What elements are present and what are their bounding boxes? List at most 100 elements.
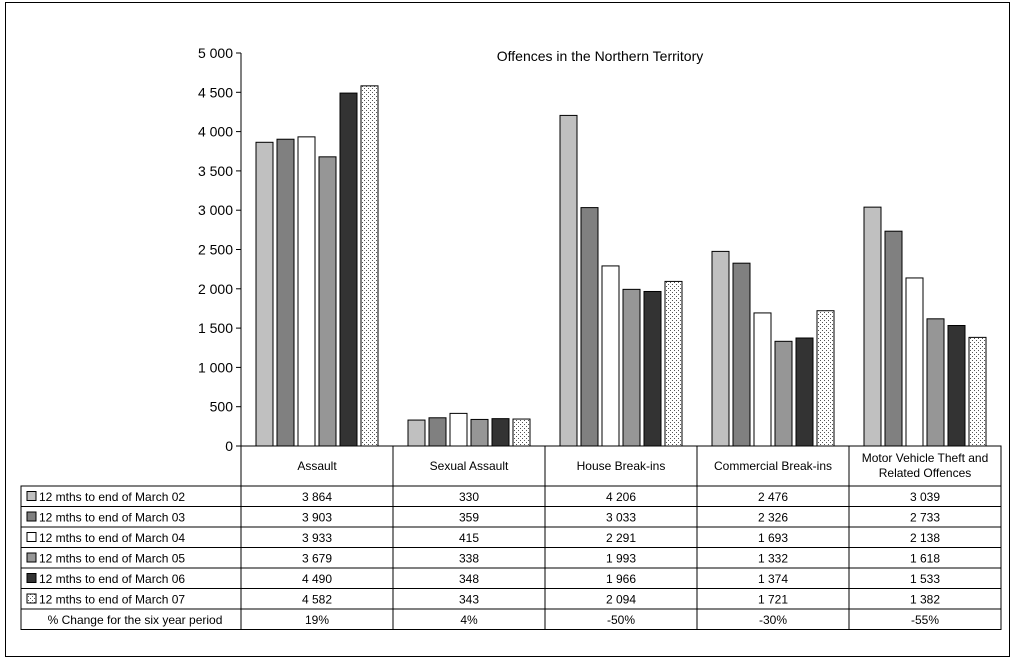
bar bbox=[774, 340, 793, 447]
data-label: 3 033 bbox=[606, 510, 636, 524]
bar bbox=[643, 290, 662, 447]
data-label: -50% bbox=[607, 613, 635, 627]
bar bbox=[732, 262, 751, 447]
data-label: 1 382 bbox=[910, 592, 940, 606]
bar bbox=[926, 318, 945, 447]
category-label: Assault bbox=[297, 459, 337, 473]
bar bbox=[470, 418, 489, 447]
data-label: 2 291 bbox=[606, 531, 636, 545]
y-tick-label: 1 000 bbox=[198, 359, 233, 375]
bar bbox=[795, 337, 814, 447]
bar bbox=[255, 141, 274, 447]
data-label: 359 bbox=[459, 510, 479, 524]
category-label: House Break-ins bbox=[577, 459, 666, 473]
legend-swatch bbox=[26, 593, 37, 604]
bar bbox=[664, 280, 683, 447]
legend-swatch bbox=[26, 552, 37, 563]
bar bbox=[580, 207, 599, 447]
legend-swatch bbox=[26, 573, 37, 583]
legend-label: 12 mths to end of March 07 bbox=[39, 592, 185, 606]
data-label: 2 094 bbox=[606, 592, 636, 606]
bar bbox=[339, 92, 358, 447]
category-label: Related Offences bbox=[879, 466, 972, 480]
bar bbox=[863, 206, 882, 447]
data-label: 3 679 bbox=[302, 551, 332, 565]
data-label: 415 bbox=[459, 531, 479, 545]
bar bbox=[559, 114, 578, 447]
data-table: Assault Sexual Assault House Break-ins Comm… bbox=[20, 445, 1002, 630]
data-label: 1 693 bbox=[758, 531, 788, 545]
data-label: 1 721 bbox=[758, 592, 788, 606]
data-label: 2 476 bbox=[758, 490, 788, 504]
y-tick-label: 4 500 bbox=[198, 84, 233, 100]
bar bbox=[512, 418, 531, 447]
data-label: 1 618 bbox=[910, 551, 940, 565]
bar bbox=[884, 230, 903, 447]
data-label: 4 206 bbox=[606, 490, 636, 504]
data-label: 1 966 bbox=[606, 572, 636, 586]
bar bbox=[622, 288, 641, 447]
data-label: 4 582 bbox=[302, 592, 332, 606]
bar bbox=[968, 336, 987, 447]
data-label: 1 374 bbox=[758, 572, 788, 586]
category-label: Motor Vehicle Theft and bbox=[862, 451, 989, 465]
y-tick-label: 4 000 bbox=[198, 124, 233, 140]
legend-label: 12 mths to end of March 05 bbox=[39, 551, 185, 565]
y-tick-label: 3 500 bbox=[198, 163, 233, 179]
data-label: 4% bbox=[460, 613, 478, 627]
bars bbox=[255, 85, 987, 447]
chart-title: Offences in the Northern Territory bbox=[497, 48, 703, 64]
bar bbox=[711, 250, 730, 447]
extra-row-label: % Change for the six year period bbox=[48, 613, 223, 627]
legend-swatch bbox=[26, 511, 37, 522]
data-label: 330 bbox=[459, 490, 479, 504]
category-label: Commercial Break-ins bbox=[714, 459, 832, 473]
bar bbox=[449, 412, 468, 447]
data-label: 1 533 bbox=[910, 572, 940, 586]
bar bbox=[276, 138, 295, 447]
data-label: 4 490 bbox=[302, 572, 332, 586]
bar bbox=[428, 417, 447, 447]
y-tick-label: 1 500 bbox=[198, 320, 233, 336]
legend-label: 12 mths to end of March 04 bbox=[39, 531, 185, 545]
y-axis: 0 500 1 000 1 500 2 000 2 500 3 000 3 500 4 000 4… bbox=[198, 45, 242, 454]
bar bbox=[601, 265, 620, 447]
data-label: -30% bbox=[759, 613, 787, 627]
data-label: 1 332 bbox=[758, 551, 788, 565]
legend-swatch bbox=[26, 491, 37, 501]
data-label: 3 933 bbox=[302, 531, 332, 545]
bar bbox=[297, 136, 316, 447]
bar bbox=[905, 277, 924, 447]
data-label: 2 733 bbox=[910, 510, 940, 524]
bar bbox=[407, 419, 426, 447]
data-label: 338 bbox=[459, 551, 479, 565]
data-label: 1 993 bbox=[606, 551, 636, 565]
y-tick-label: 2 000 bbox=[198, 281, 233, 297]
bar bbox=[360, 85, 379, 447]
legend-label: 12 mths to end of March 03 bbox=[39, 510, 185, 524]
bar bbox=[491, 418, 510, 447]
data-label: 3 039 bbox=[910, 490, 940, 504]
y-tick-label: 2 500 bbox=[198, 242, 233, 258]
y-tick-label: 500 bbox=[210, 399, 234, 415]
bar bbox=[947, 325, 966, 447]
bar bbox=[318, 156, 337, 447]
data-label: 348 bbox=[459, 572, 479, 586]
y-tick-label: 3 000 bbox=[198, 202, 233, 218]
data-label: -55% bbox=[911, 613, 939, 627]
table-cell bbox=[848, 608, 1002, 630]
bar bbox=[753, 312, 772, 447]
data-label: 2 326 bbox=[758, 510, 788, 524]
category-label: Sexual Assault bbox=[430, 459, 509, 473]
y-tick-label: 0 bbox=[225, 438, 233, 454]
legend-label: 12 mths to end of March 02 bbox=[39, 490, 185, 504]
bar bbox=[816, 310, 835, 447]
data-label: 3 864 bbox=[302, 490, 332, 504]
data-label: 343 bbox=[459, 592, 479, 606]
y-tick-label: 5 000 bbox=[198, 45, 233, 61]
legend-label: 12 mths to end of March 06 bbox=[39, 572, 185, 586]
data-label: 3 903 bbox=[302, 510, 332, 524]
legend-swatch bbox=[26, 532, 37, 542]
data-label: 19% bbox=[305, 613, 329, 627]
data-label: 2 138 bbox=[910, 531, 940, 545]
